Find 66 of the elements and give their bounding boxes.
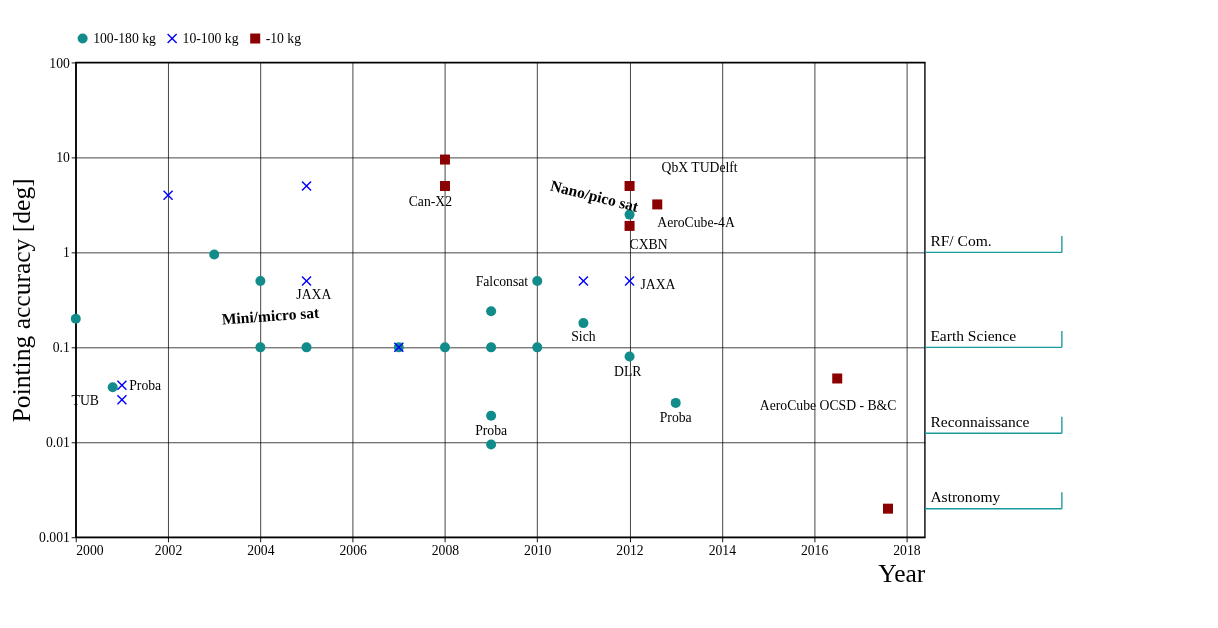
point <box>163 190 174 201</box>
y-tick-label: 10 <box>56 150 70 166</box>
point <box>209 249 220 260</box>
x-tick-label: 2016 <box>800 543 829 559</box>
point <box>624 220 635 231</box>
x-tick-label: 2010 <box>524 543 552 559</box>
annotation: Can-X2 <box>408 194 453 210</box>
x-tick-label: 2004 <box>247 543 275 559</box>
point <box>624 275 635 286</box>
legend-label: 100-180 kg <box>93 31 157 47</box>
x-tick-label: 2018 <box>893 543 921 559</box>
point <box>652 199 663 210</box>
point <box>486 410 497 421</box>
legend-label: 10-100 kg <box>182 31 239 47</box>
point <box>486 342 497 353</box>
x-tick-label: 2000 <box>76 543 104 559</box>
point <box>832 373 843 384</box>
legend-label: -10 kg <box>265 31 302 47</box>
x-axis-title: Year <box>878 558 926 588</box>
y-tick-label: 0.1 <box>52 340 70 356</box>
y-axis-title: Pointing accuracy [deg] <box>6 178 36 423</box>
x-tick-label: 2014 <box>708 543 737 559</box>
point <box>439 342 450 353</box>
point <box>116 394 127 405</box>
point <box>439 181 450 192</box>
annotation: Nano/pico sat <box>548 176 642 216</box>
annotation: Sich <box>571 329 596 345</box>
annotation: AeroCube OCSD - B&C <box>759 398 897 414</box>
point <box>439 154 450 165</box>
point <box>486 306 497 317</box>
y-tick-label: 100 <box>49 55 70 71</box>
annotation: Proba <box>475 423 508 439</box>
point <box>578 275 589 286</box>
point <box>116 380 127 391</box>
y-tick-label: 0.001 <box>39 530 70 546</box>
annotation: Proba <box>659 410 692 426</box>
point <box>301 275 312 286</box>
annotation: Proba <box>129 377 162 393</box>
x-tick-label: 2008 <box>431 543 460 559</box>
y-tick-label: 1 <box>63 245 70 261</box>
point <box>301 181 312 192</box>
point <box>532 275 543 286</box>
text: Reconnaissance <box>930 412 1030 430</box>
point <box>255 342 266 353</box>
point <box>107 382 118 393</box>
point <box>301 342 312 353</box>
annotation: Falconsat <box>475 273 529 289</box>
point <box>670 397 681 408</box>
point <box>70 313 81 324</box>
annotation: JAXA <box>296 287 332 303</box>
point <box>624 181 635 192</box>
text: RF/ Com. <box>930 232 992 249</box>
text: Earth Science <box>930 326 1017 344</box>
point <box>486 439 497 450</box>
point <box>532 342 543 353</box>
point <box>882 503 893 514</box>
point <box>255 275 266 286</box>
text: Astronomy <box>930 488 1001 506</box>
point <box>578 318 589 329</box>
annotation: Mini/micro sat <box>221 303 321 328</box>
x-tick-label: 2002 <box>154 543 183 559</box>
point <box>624 351 635 362</box>
y-tick-label: 0.01 <box>45 435 70 451</box>
annotation: JAXA <box>640 277 676 293</box>
x-tick-label: 2012 <box>616 543 644 559</box>
x-tick-label: 2006 <box>339 543 367 559</box>
